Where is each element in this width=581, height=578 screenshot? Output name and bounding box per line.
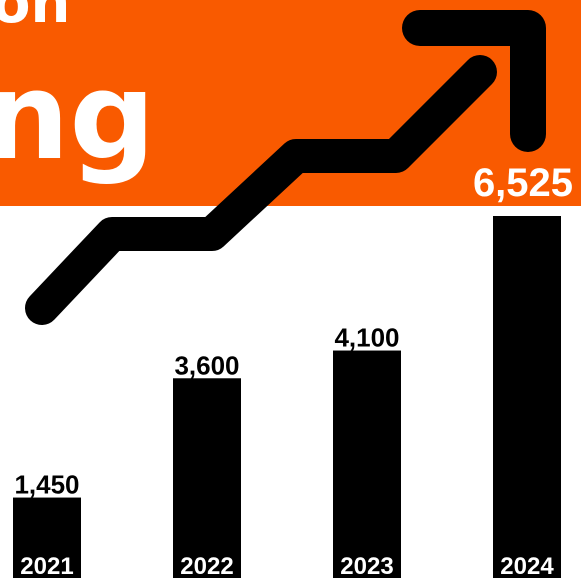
- trend-arrow-head: [402, 10, 546, 152]
- category-label-2024: 2024: [500, 553, 554, 578]
- category-label-2021: 2021: [20, 553, 73, 578]
- bar-2023: [333, 350, 401, 578]
- trend-arrow-line: [25, 55, 497, 325]
- bar-2021: [13, 497, 81, 578]
- bars-layer: 1,450 2021 3,600 2022 4,100 2023 6,525 2024: [13, 161, 573, 578]
- bar-2024: [493, 216, 561, 578]
- value-label-2022: 3,600: [174, 350, 239, 380]
- trend-arrow-icon: [25, 10, 546, 325]
- bar-2022: [173, 378, 241, 578]
- banner-heading-line2: ng: [0, 48, 155, 187]
- value-label-2021: 1,450: [14, 470, 79, 500]
- banner-heading-line1: on: [0, 0, 70, 36]
- category-label-2023: 2023: [340, 553, 393, 578]
- category-label-2022: 2022: [180, 553, 233, 578]
- value-label-2024: 6,525: [473, 161, 573, 205]
- value-label-2023: 4,100: [334, 323, 399, 353]
